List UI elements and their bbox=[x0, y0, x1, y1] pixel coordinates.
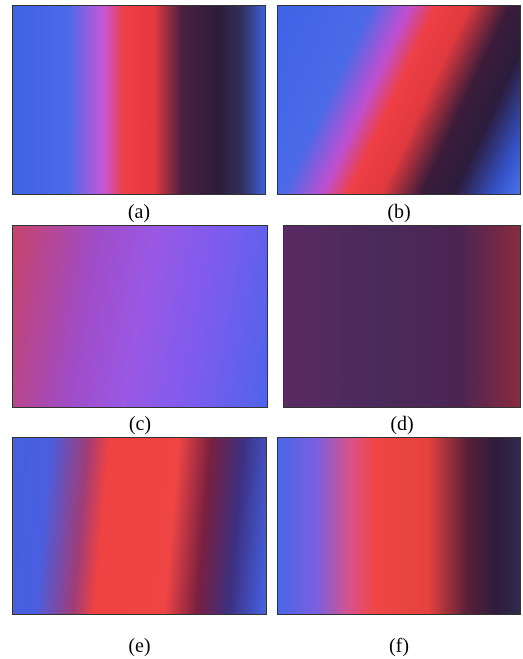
panel-label: (f) bbox=[277, 636, 521, 656]
panel-label: (b) bbox=[277, 202, 521, 222]
panel-image bbox=[12, 437, 267, 615]
panel-label: (e) bbox=[12, 636, 267, 656]
panel-label: (c) bbox=[12, 414, 268, 434]
panel-label: (d) bbox=[283, 414, 521, 434]
panel-image bbox=[277, 5, 521, 195]
panel-image bbox=[12, 225, 268, 408]
panel-label: (a) bbox=[12, 202, 266, 222]
panel-image bbox=[12, 5, 266, 195]
figure: (a) (b) (c) (d) (e) (f) bbox=[0, 0, 523, 659]
panel-image bbox=[277, 437, 521, 615]
panel-image bbox=[283, 225, 521, 408]
